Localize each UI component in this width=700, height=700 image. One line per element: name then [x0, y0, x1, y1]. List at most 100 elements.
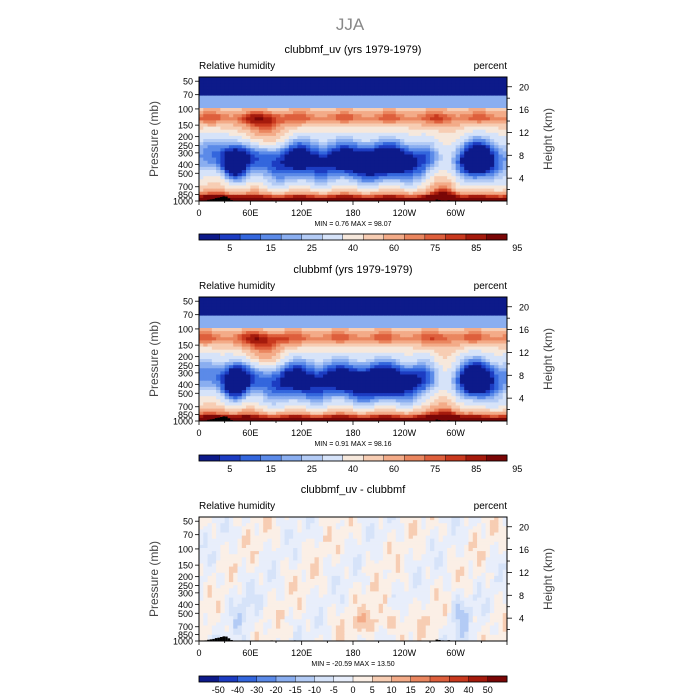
- field-cell: [378, 151, 384, 155]
- field-cell: [421, 324, 427, 329]
- field-cell: [224, 343, 230, 347]
- field-cell: [305, 101, 311, 106]
- panel-title: clubbmf_uv (yrs 1979-1979): [285, 44, 422, 56]
- field-cell: [203, 315, 208, 320]
- field-cell: [370, 309, 375, 313]
- field-cell: [211, 142, 217, 146]
- field-cell: [340, 380, 345, 385]
- field-cell: [370, 368, 375, 372]
- field-cell: [430, 346, 435, 351]
- field-cell: [211, 324, 217, 329]
- field-cell: [207, 123, 213, 127]
- field-cell: [374, 151, 380, 155]
- field-cell: [451, 374, 457, 378]
- field-cell: [502, 83, 508, 87]
- field-cell: [391, 321, 397, 326]
- field-cell: [425, 331, 431, 335]
- field-cell: [280, 355, 285, 360]
- field-cell: [199, 303, 204, 307]
- field-cell: [318, 349, 324, 354]
- field-cell: [353, 194, 358, 199]
- field-cell: [395, 173, 401, 177]
- field-cell: [472, 170, 478, 174]
- field-cell: [258, 300, 264, 304]
- field-cell: [417, 297, 422, 301]
- field-cell: [451, 300, 457, 304]
- field-cell: [310, 101, 315, 106]
- field-cell: [258, 368, 264, 372]
- field-cell: [489, 95, 495, 100]
- field-cell: [297, 142, 303, 146]
- field-cell: [216, 324, 221, 329]
- field-cell: [477, 334, 482, 338]
- field-cell: [267, 300, 273, 304]
- field-cell: [417, 129, 422, 134]
- field-cell: [211, 132, 217, 137]
- field-cell: [263, 173, 268, 177]
- field-cell: [434, 352, 439, 357]
- field-cell: [318, 337, 324, 341]
- field-cell: [361, 120, 367, 124]
- x-tick-label: 120W: [393, 208, 417, 218]
- field-cell: [314, 98, 320, 103]
- field-cell: [361, 337, 367, 341]
- field-cell: [502, 151, 508, 155]
- field-cell: [387, 86, 392, 90]
- field-cell: [284, 309, 290, 313]
- field-cell: [203, 77, 208, 81]
- field-cell: [408, 111, 414, 115]
- field-cell: [498, 132, 504, 137]
- field-cell: [237, 120, 243, 124]
- field-cell: [370, 352, 375, 357]
- field-cell: [357, 89, 362, 93]
- field-cell: [263, 163, 268, 168]
- field-cell: [464, 179, 469, 183]
- field-cell: [327, 352, 333, 357]
- field-cell: [340, 160, 345, 165]
- field-cell: [485, 197, 491, 202]
- field-cell: [267, 337, 273, 341]
- field-cell: [305, 324, 311, 329]
- field-cell: [284, 343, 290, 347]
- field-cell: [412, 340, 418, 344]
- field-cell: [344, 331, 350, 335]
- field-cell: [271, 132, 277, 137]
- field-cell: [323, 77, 328, 81]
- field-cell: [357, 194, 362, 199]
- field-cell: [280, 334, 285, 338]
- field-cell: [310, 77, 315, 81]
- field-cell: [378, 309, 384, 313]
- panel-title: clubbmf (yrs 1979-1979): [293, 264, 412, 276]
- field-cell: [344, 108, 350, 112]
- field-cell: [284, 104, 290, 109]
- field-cell: [425, 163, 431, 168]
- field-cell: [288, 337, 294, 341]
- topography-bar: [435, 199, 439, 201]
- field-cell: [374, 148, 380, 152]
- field-cell: [395, 114, 401, 118]
- field-cell: [485, 98, 491, 103]
- topography-bar: [209, 199, 213, 201]
- field-cell: [348, 362, 354, 366]
- field-cell: [417, 83, 422, 87]
- field-cell: [254, 300, 260, 304]
- field-cell: [477, 297, 482, 301]
- field-cell: [340, 368, 345, 372]
- field-cell: [455, 139, 461, 143]
- field-cell: [246, 166, 251, 171]
- field-cell: [254, 188, 260, 193]
- field-cell: [237, 328, 243, 332]
- field-cell: [280, 108, 285, 112]
- field-cell: [387, 340, 392, 344]
- field-cell: [207, 346, 213, 351]
- field-cell: [408, 306, 414, 310]
- field-cell: [263, 151, 268, 155]
- field-cell: [211, 86, 217, 90]
- colorbar-label: 15: [266, 243, 276, 253]
- field-cell: [310, 123, 315, 127]
- field-cell: [280, 328, 285, 332]
- field-cell: [216, 297, 221, 301]
- field-cell: [271, 139, 277, 143]
- field-cell: [459, 355, 465, 360]
- field-cell: [502, 309, 508, 313]
